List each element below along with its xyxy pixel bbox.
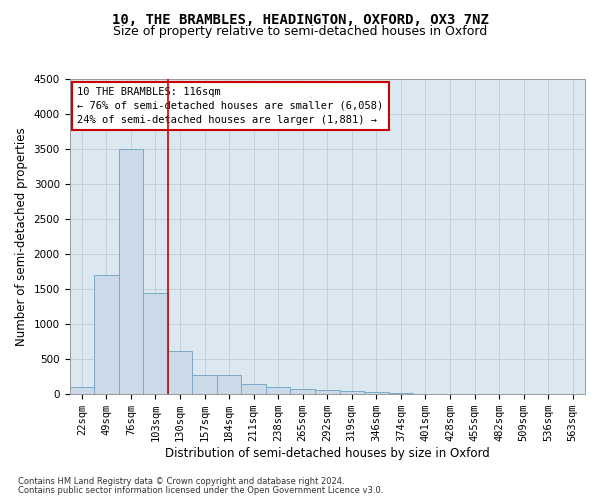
Bar [192, 376, 217, 394]
Bar [389, 393, 413, 394]
Bar [364, 392, 389, 394]
Bar [143, 292, 168, 394]
Bar [340, 390, 364, 394]
Bar [94, 275, 119, 394]
Bar [266, 387, 290, 394]
Text: 10, THE BRAMBLES, HEADINGTON, OXFORD, OX3 7NZ: 10, THE BRAMBLES, HEADINGTON, OXFORD, OX… [112, 12, 488, 26]
Bar [290, 390, 315, 394]
Bar [315, 390, 340, 394]
Bar [241, 384, 266, 394]
Text: Size of property relative to semi-detached houses in Oxford: Size of property relative to semi-detach… [113, 25, 487, 38]
Text: Contains public sector information licensed under the Open Government Licence v3: Contains public sector information licen… [18, 486, 383, 495]
Text: Contains HM Land Registry data © Crown copyright and database right 2024.: Contains HM Land Registry data © Crown c… [18, 477, 344, 486]
Y-axis label: Number of semi-detached properties: Number of semi-detached properties [15, 128, 28, 346]
Bar [168, 351, 192, 394]
Bar [70, 387, 94, 394]
Bar [217, 376, 241, 394]
X-axis label: Distribution of semi-detached houses by size in Oxford: Distribution of semi-detached houses by … [165, 447, 490, 460]
Bar [119, 149, 143, 394]
Text: 10 THE BRAMBLES: 116sqm
← 76% of semi-detached houses are smaller (6,058)
24% of: 10 THE BRAMBLES: 116sqm ← 76% of semi-de… [77, 87, 383, 125]
